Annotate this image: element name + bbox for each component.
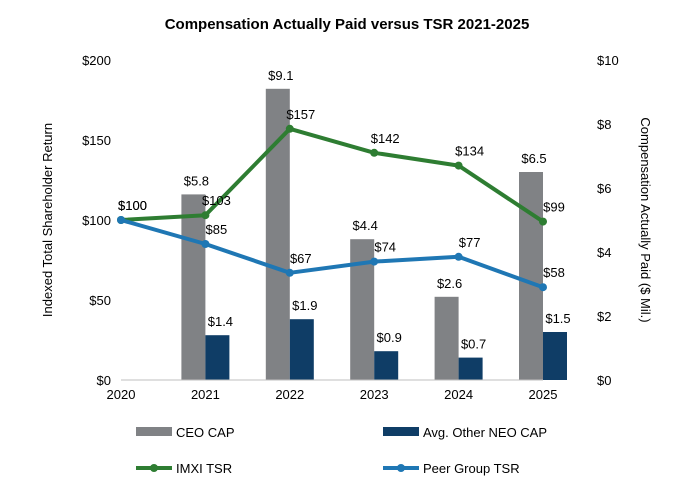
line-point (370, 148, 379, 157)
bar-data-label: $2.6 (437, 276, 462, 291)
legend-item: CEO CAP (136, 425, 235, 440)
x-tick-label: 2024 (444, 387, 473, 402)
line-point (201, 240, 210, 248)
legend: CEO CAP Avg. Other NEO CAP IMXI TSR Peer Gr… (136, 425, 547, 476)
line-series: $100 $103$157$142$134$99$100$85$67$74 $77$… (117, 107, 565, 292)
bar-data-label: $0.7 (461, 337, 486, 352)
bar-ceo-cap (181, 194, 206, 380)
left-tick-label: $100 (82, 213, 111, 228)
left-tick-label: $0 (97, 373, 111, 388)
legend-item: Avg. Other NEO CAP (383, 425, 547, 440)
line-data-label: $100 (118, 198, 147, 213)
legend-swatch (136, 427, 172, 436)
bar-neo-cap (543, 332, 567, 380)
bar-data-label: $1.9 (292, 298, 317, 313)
line-data-label: $99 (543, 200, 565, 215)
line-point (117, 216, 125, 224)
bar-data-label: $6.5 (521, 151, 546, 166)
line-data-label: $157 (286, 107, 315, 122)
right-tick-label: $0 (597, 373, 611, 388)
bar-data-label: $1.4 (208, 314, 233, 329)
bar-neo-cap (374, 351, 399, 380)
line-data-label: $67 (290, 251, 312, 266)
line-point (285, 268, 294, 277)
legend-label: CEO CAP (176, 425, 235, 440)
bar-data-label: $5.8 (184, 173, 209, 188)
bar-neo-cap (458, 357, 483, 380)
left-axis-title: Indexed Total Shareholder Return (40, 123, 55, 317)
line-data-label: $100 (118, 198, 147, 213)
x-axis-ticks: 2020 2021 2022 2023 2024 2025 (107, 387, 558, 402)
bar-data-label: $0.9 (377, 330, 402, 345)
legend-marker (397, 464, 405, 472)
bar-data-label: $9.1 (268, 68, 293, 83)
x-tick-label: 2020 (107, 387, 136, 402)
bar-ceo-cap (265, 88, 290, 381)
x-tick-label: 2021 (191, 387, 220, 402)
bar-neo-cap (205, 335, 230, 380)
line-point (285, 124, 294, 133)
legend-label: IMXI TSR (176, 461, 232, 476)
line-point (454, 252, 463, 261)
x-tick-label: 2022 (275, 387, 304, 402)
right-axis-title: Compensation Actually Paid ($ Mil.) (638, 117, 653, 322)
line-data-label: $77 (459, 235, 481, 250)
bar-neo-cap (289, 319, 314, 380)
line-peer-group-tsr (120, 218, 544, 290)
legend-marker (150, 464, 158, 472)
line-point (370, 257, 379, 266)
legend-item: IMXI TSR (136, 461, 232, 476)
legend-label: Peer Group TSR (423, 461, 520, 476)
line-point (454, 161, 463, 170)
x-tick-label: 2023 (360, 387, 389, 402)
line-imxi-tsr (120, 126, 545, 224)
right-tick-label: $2 (597, 309, 611, 324)
line-data-label: $58 (543, 265, 565, 280)
right-tick-label: $4 (597, 245, 611, 260)
right-tick-label: $8 (597, 117, 611, 132)
chart-title: Compensation Actually Paid versus TSR 20… (165, 16, 530, 33)
bar-data-label: $1.5 (545, 311, 570, 326)
left-tick-label: $50 (89, 293, 111, 308)
bar-series: $5.8 $9.1 $4.4 $2.6 $6.5 $1.4 $1.9 $0.9 $0.7 $1.5 (181, 68, 571, 381)
right-tick-label: $10 (597, 53, 619, 68)
bar-data-label: $4.4 (353, 218, 378, 233)
line-data-label: $142 (371, 131, 400, 146)
line-point (201, 211, 210, 220)
line-point (539, 217, 547, 226)
legend-label: Avg. Other NEO CAP (423, 425, 547, 440)
line-data-label: $134 (455, 144, 484, 159)
x-tick-label: 2025 (529, 387, 558, 402)
line-data-label: $85 (206, 222, 228, 237)
legend-item: Peer Group TSR (383, 461, 520, 476)
bar-ceo-cap (519, 172, 543, 380)
left-tick-label: $150 (82, 133, 111, 148)
right-tick-label: $6 (597, 181, 611, 196)
line-data-label: $74 (374, 240, 396, 255)
right-axis-ticks: $0 $2 $4 $6 $8 $10 (597, 53, 619, 388)
line-data-label: $103 (202, 193, 231, 208)
bar-ceo-cap (434, 296, 459, 380)
line-point (539, 283, 547, 292)
legend-swatch (383, 427, 419, 436)
left-tick-label: $200 (82, 53, 111, 68)
left-axis-ticks: $0 $50 $100 $150 $200 (82, 53, 111, 388)
